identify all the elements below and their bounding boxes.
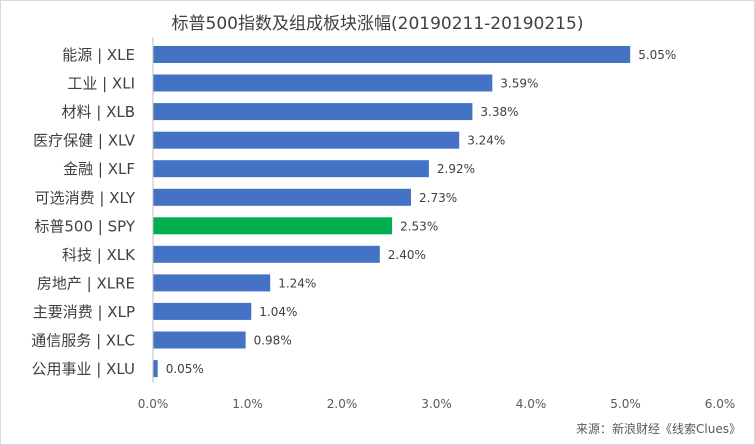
value-label: 3.24% xyxy=(467,134,505,148)
value-label: 3.59% xyxy=(500,77,538,91)
category-label: 材料 | XLB xyxy=(61,103,135,121)
x-tick-label: 1.0% xyxy=(232,397,263,411)
value-label: 1.04% xyxy=(259,305,297,319)
value-label: 1.24% xyxy=(278,276,316,290)
x-tick-label: 5.0% xyxy=(610,397,641,411)
category-label: 能源 | XLE xyxy=(62,46,135,64)
category-label: 房地产 | XLRE xyxy=(37,274,135,292)
category-label: 可选消费 | XLY xyxy=(35,189,136,207)
bar xyxy=(153,274,271,292)
x-tick-label: 3.0% xyxy=(421,397,452,411)
value-label: 2.53% xyxy=(400,219,438,233)
value-label: 2.40% xyxy=(388,248,426,262)
value-label: 2.92% xyxy=(437,162,475,176)
x-tick-label: 2.0% xyxy=(327,397,358,411)
bar xyxy=(153,103,473,121)
bar xyxy=(153,331,246,349)
value-label: 0.05% xyxy=(166,362,204,376)
bar xyxy=(153,160,429,178)
x-tick-label: 6.0% xyxy=(705,397,736,411)
x-tick-label: 0.0% xyxy=(138,397,169,411)
category-label: 主要消费 | XLP xyxy=(33,303,135,321)
bar xyxy=(153,245,380,263)
bar xyxy=(153,217,393,235)
category-label: 金融 | XLF xyxy=(63,160,135,178)
category-label: 工业 | XLI xyxy=(67,75,135,93)
category-label: 公用事业 | XLU xyxy=(32,360,135,378)
category-label: 科技 | XLK xyxy=(62,246,136,264)
bar xyxy=(153,360,158,378)
chart-title: 标普500指数及组成板块涨幅(20190211-20190215) xyxy=(171,14,584,34)
value-label: 2.73% xyxy=(419,191,457,205)
category-label: 医疗保健 | XLV xyxy=(33,132,136,150)
bar xyxy=(153,302,252,320)
value-label: 5.05% xyxy=(638,48,676,62)
category-label: 标普500 | SPY xyxy=(34,217,135,235)
source-note: 来源：新浪财经《线索Clues》 xyxy=(576,422,741,436)
bar xyxy=(153,74,493,92)
bar xyxy=(153,131,460,149)
x-tick-label: 4.0% xyxy=(516,397,547,411)
bar xyxy=(153,46,631,63)
value-label: 0.98% xyxy=(254,334,292,348)
bar xyxy=(153,188,411,206)
category-label: 通信服务 | XLC xyxy=(31,332,135,350)
value-label: 3.38% xyxy=(480,105,518,119)
